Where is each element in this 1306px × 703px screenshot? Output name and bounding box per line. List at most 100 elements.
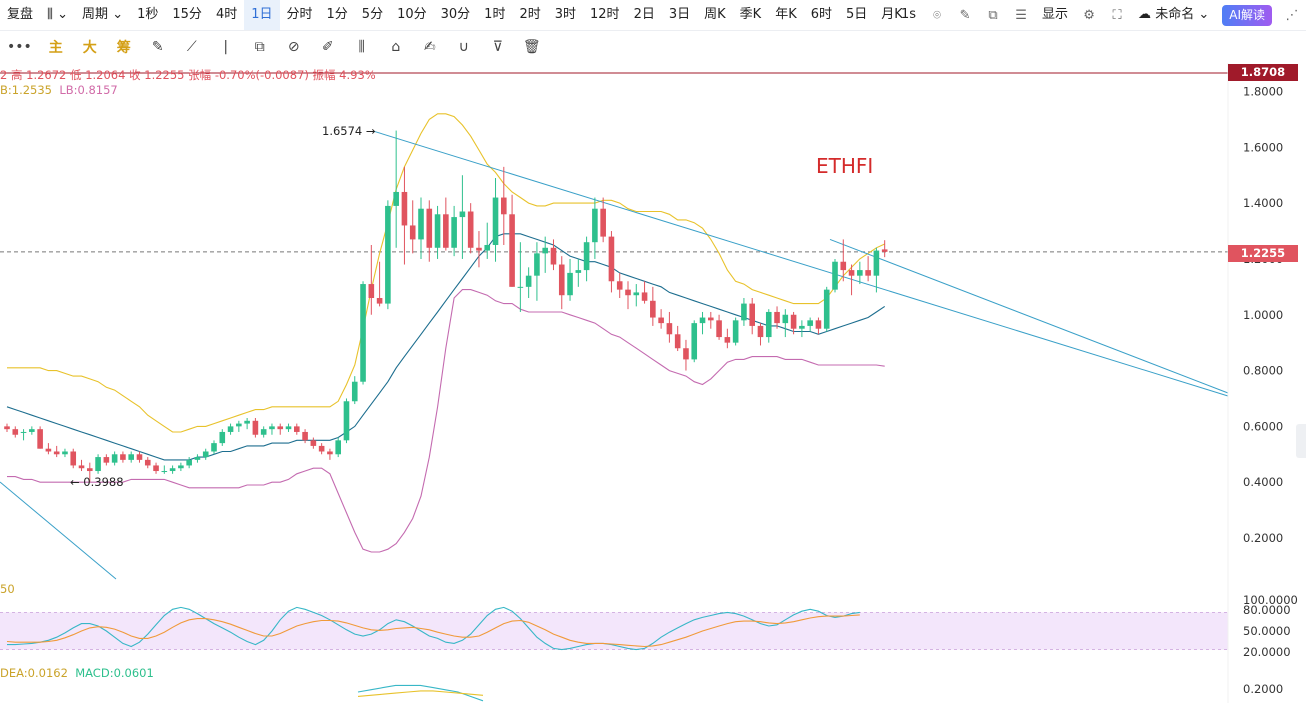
magnet-icon[interactable]: ∪ (458, 39, 469, 55)
candle-body (823, 289, 830, 329)
replay-button[interactable]: 复盘 (7, 7, 34, 22)
candle-body (749, 303, 755, 326)
interval-tab[interactable]: 分时 (286, 7, 313, 22)
interval-tab[interactable]: 1日 (244, 0, 280, 30)
y-tick-label: 0.2000 (1243, 531, 1283, 545)
main-chart-button[interactable]: 主 (48, 40, 63, 56)
candle-body (78, 465, 85, 469)
draw-line-icon[interactable]: ⟋ (186, 39, 197, 55)
fullscreen-icon[interactable]: ⛶ (1112, 7, 1122, 23)
candle-body (211, 443, 217, 452)
candle-body (434, 214, 441, 248)
interval-tab[interactable]: 15分 (172, 7, 202, 22)
period-dropdown[interactable]: 周期 ⌄ (75, 0, 130, 30)
display-button[interactable]: 显示 (1042, 7, 1069, 22)
interval-tab[interactable]: 6时 (810, 7, 832, 22)
list-icon[interactable]: ☰ (1015, 7, 1027, 23)
macd-axis-label: 0.2000 (1243, 682, 1284, 696)
interval-tab[interactable]: 3日 (668, 7, 691, 22)
lock-icon[interactable]: ⌂ (391, 39, 401, 55)
speed-label[interactable]: 1s (900, 7, 917, 22)
candle-body (29, 429, 35, 432)
ai-interpret-button[interactable]: AI解读 (1222, 4, 1272, 26)
y-tick-label: 0.6000 (1243, 419, 1283, 433)
candle-body (691, 323, 698, 360)
candle-body (666, 323, 673, 335)
ohlc-amplitude: 振幅 4.93% (312, 68, 376, 82)
low-annotation: ← 0.3988 (70, 475, 124, 489)
y-tick-label: 1.8000 (1243, 85, 1283, 99)
interval-tab[interactable]: 2日 (633, 7, 655, 22)
candle-body (641, 292, 648, 301)
candle-body (45, 448, 52, 452)
gear-icon[interactable]: ⚙ (1083, 7, 1095, 23)
candle-body (111, 454, 118, 463)
y-tick-label: 1.6000 (1243, 140, 1283, 154)
interval-tab[interactable]: 1时 (484, 7, 506, 22)
candle-body (782, 314, 789, 324)
share-icon[interactable]: ⋰ (1285, 7, 1299, 23)
interval-tab[interactable]: 5日 (846, 7, 868, 22)
note-icon[interactable]: ✍ (423, 39, 436, 55)
boll-lower-line (7, 289, 885, 553)
kdj-axis-80: 80.0000 (1243, 603, 1291, 617)
kdj-k-line (7, 606, 860, 651)
candle-body (534, 253, 540, 276)
camera-icon[interactable]: ⌾ (933, 7, 941, 23)
candle-body (724, 337, 731, 343)
candle-body (136, 454, 143, 460)
ruler-icon[interactable]: ⊘ (287, 39, 300, 55)
interval-tab[interactable]: 5分 (361, 7, 384, 22)
candle-body (219, 431, 226, 444)
interval-tab[interactable]: 30分 (440, 7, 471, 22)
copy-icon[interactable]: ⧉ (254, 39, 265, 55)
pattern-icon[interactable]: ⫼ (358, 39, 365, 55)
period-label: 周期 (82, 7, 109, 22)
interval-tab[interactable]: 季K (739, 7, 762, 22)
panel-resize-handle[interactable] (1296, 424, 1306, 458)
candle-body (558, 264, 565, 296)
more-menu-button[interactable]: ••• (7, 39, 32, 55)
candle-body (550, 247, 557, 265)
brush-icon[interactable]: ✐ (321, 39, 334, 55)
interval-tab[interactable]: 周K (704, 7, 726, 22)
candle-body (169, 468, 176, 472)
kdj-d-line (6, 614, 860, 648)
candle-body (592, 208, 598, 243)
big-order-button[interactable]: 大 (82, 40, 97, 56)
candle-body (360, 284, 366, 382)
candle-body (567, 272, 573, 296)
chart-type-dropdown[interactable]: ⫼ ⌄ (40, 0, 75, 30)
candle-body (153, 465, 159, 472)
layout-dropdown[interactable]: ☁ 未命名 ⌄ (1131, 0, 1216, 30)
interval-tab[interactable]: 2时 (519, 7, 541, 22)
candle-body (202, 451, 209, 458)
candle-body (625, 289, 631, 296)
candle-body (327, 451, 333, 455)
interval-tab[interactable]: 年K (775, 7, 797, 22)
candle-body (351, 381, 358, 402)
candle-body (95, 457, 101, 472)
draw-edit-icon[interactable]: ✎ (151, 39, 164, 55)
interval-tab[interactable]: 10分 (397, 7, 427, 22)
pencil-icon[interactable]: ✎ (959, 7, 971, 23)
toolbar-right: 1s ⌾ ✎ ⧉ ☰ 显示 ⚙ ⛶ ☁ 未命名 ⌄ AI解读 ⋰ (894, 0, 1306, 30)
candle-body (873, 250, 880, 276)
kdj-axis-50: 50.0000 (1243, 624, 1291, 638)
export-icon[interactable]: ⧉ (988, 7, 998, 23)
candle-body (459, 211, 466, 218)
chevron-down-icon: ⌄ (1198, 7, 1210, 22)
interval-tab[interactable]: 3时 (554, 7, 577, 22)
interval-tab[interactable]: 4时 (215, 7, 238, 22)
interval-tab[interactable]: 12时 (590, 7, 620, 22)
interval-tab[interactable]: 1秒 (137, 7, 159, 22)
interval-tab[interactable]: 1分 (326, 7, 348, 22)
candle-body (393, 191, 399, 206)
macd-value: MACD:0.0601 (75, 666, 154, 680)
trash-icon[interactable]: 🗑 (522, 39, 541, 55)
ohlc-close: 收 1.2255 (129, 68, 185, 82)
interval-tab[interactable]: 月K (881, 7, 903, 22)
chips-button[interactable]: 筹 (116, 40, 131, 56)
filter-icon[interactable]: ⊽ (492, 39, 503, 55)
